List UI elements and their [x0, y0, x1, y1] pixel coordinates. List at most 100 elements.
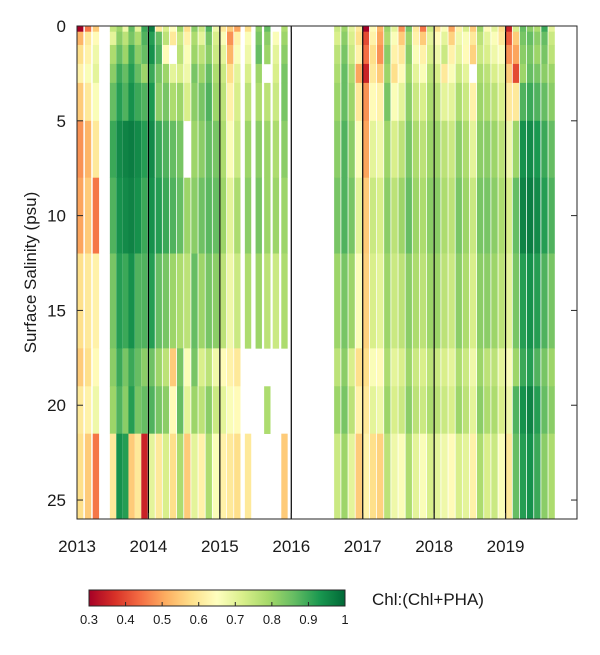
heatmap-cell: [355, 120, 362, 178]
heatmap-cell: [341, 177, 348, 254]
heatmap-cell: [377, 433, 384, 520]
heatmap-cell: [341, 120, 348, 178]
heatmap-cell: [519, 82, 527, 122]
heatmap-cell: [272, 63, 280, 84]
heatmap-cell: [491, 348, 498, 387]
heatmap-cell: [134, 82, 142, 122]
heatmap-cell: [141, 31, 148, 46]
heatmap-cell: [205, 433, 212, 520]
heatmap-cell: [148, 433, 155, 520]
heatmap-cell: [169, 386, 177, 434]
heatmap-cell: [384, 253, 391, 349]
heatmap-cell: [198, 177, 205, 254]
heatmap-cell: [348, 253, 355, 349]
heatmap-cell: [205, 63, 212, 84]
heatmap-cell: [391, 120, 398, 178]
heatmap-cell: [109, 26, 117, 32]
heatmap-cell: [512, 44, 520, 65]
heatmap-cell: [134, 348, 142, 387]
heatmap-cell: [219, 386, 227, 434]
heatmap-cell: [234, 82, 241, 122]
heatmap-cell: [362, 63, 370, 84]
heatmap-cell: [484, 82, 491, 122]
heatmap-cell: [412, 63, 420, 84]
colorbar-tick-label: 0.7: [226, 612, 244, 627]
heatmap-cell: [162, 253, 170, 349]
heatmap-cell: [141, 433, 148, 520]
heatmap-cell: [462, 348, 470, 387]
heatmap-cell: [155, 386, 162, 434]
heatmap-cell: [264, 31, 271, 46]
heatmap-cell: [369, 44, 377, 65]
heatmap-cell: [155, 63, 162, 84]
heatmap-cell: [362, 31, 370, 46]
heatmap-cell: [377, 82, 384, 122]
heatmap-cell: [498, 82, 505, 122]
heatmap-cell: [462, 31, 470, 46]
heatmap-cell: [198, 82, 205, 122]
heatmap-cell: [281, 44, 288, 65]
heatmap-cell: [462, 82, 470, 122]
heatmap-cell: [177, 31, 184, 46]
heatmap-cell: [512, 433, 520, 520]
heatmap-cell: [419, 31, 427, 46]
heatmap-cell: [491, 253, 498, 349]
heatmap-cell: [427, 386, 434, 434]
heatmap-cell: [462, 120, 470, 178]
colorbar-tick-label: 0.4: [117, 612, 135, 627]
heatmap-cell: [234, 120, 241, 178]
heatmap-cell: [191, 26, 198, 32]
heatmap-cell: [212, 31, 220, 46]
heatmap-cell: [427, 348, 434, 387]
heatmap-cell: [334, 348, 341, 387]
heatmap-cell: [512, 120, 520, 178]
heatmap-cell: [148, 386, 155, 434]
heatmap-cell: [434, 120, 441, 178]
heatmap-cell: [362, 120, 370, 178]
heatmap-cell: [122, 177, 130, 254]
heatmap-cell: [128, 82, 135, 122]
heatmap-cell: [434, 82, 441, 122]
heatmap-cell: [191, 386, 198, 434]
heatmap-cell: [498, 26, 505, 32]
heatmap-cell: [141, 26, 148, 32]
colorbar-tick-label: 0.6: [190, 612, 208, 627]
heatmap-cell: [227, 120, 234, 178]
y-axis-label: Surface Salinity (psu): [21, 192, 40, 354]
heatmap-cell: [391, 253, 398, 349]
heatmap-cell: [441, 386, 448, 434]
heatmap-cell: [355, 386, 362, 434]
heatmap-cell: [477, 433, 484, 520]
heatmap-cell: [419, 44, 427, 65]
heatmap-cell: [398, 26, 405, 32]
y-tick-label: 25: [47, 491, 66, 510]
heatmap-cell: [398, 433, 405, 520]
heatmap-cell: [92, 26, 100, 32]
heatmap-cell: [122, 44, 130, 65]
heatmap-cell: [148, 26, 155, 32]
heatmap-cell: [134, 177, 142, 254]
heatmap-cell: [405, 26, 412, 32]
heatmap-cell: [92, 120, 100, 178]
heatmap-cell: [355, 63, 362, 84]
heatmap-cell: [534, 26, 541, 32]
heatmap-cell: [462, 386, 470, 434]
heatmap-cell: [227, 31, 234, 46]
heatmap-cell: [391, 386, 398, 434]
heatmap-cell: [441, 26, 448, 32]
heatmap-cell: [448, 120, 455, 178]
heatmap-cell: [434, 348, 441, 387]
heatmap-cell: [469, 433, 477, 520]
heatmap-cell: [341, 63, 348, 84]
heatmap-cell: [541, 63, 548, 84]
heatmap-cell: [122, 63, 130, 84]
heatmap-cell: [177, 82, 184, 122]
heatmap-cell: [391, 31, 398, 46]
heatmap-cell: [92, 433, 100, 520]
heatmap-cell: [469, 348, 477, 387]
heatmap-cell: [184, 63, 191, 84]
heatmap-cell: [505, 253, 512, 349]
heatmap-cell: [155, 31, 162, 46]
heatmap-cell: [548, 63, 555, 84]
heatmap-cell: [384, 44, 391, 65]
